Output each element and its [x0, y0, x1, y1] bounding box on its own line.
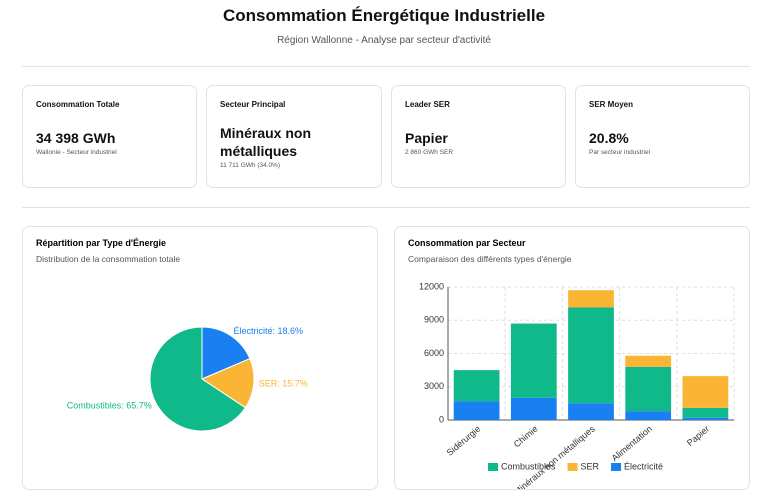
bar [682, 407, 729, 418]
card-note: 11 711 GWh (34.0%) [220, 162, 281, 169]
bar [568, 403, 614, 420]
bar [568, 290, 614, 308]
bar [510, 397, 557, 420]
legend-label: SER [581, 461, 600, 471]
pie-slice [149, 326, 247, 432]
slice-label: SER: 15.7% [259, 379, 308, 389]
card-note: 2 860 GWh SER [405, 149, 454, 156]
x-tick-label: Alimentation [610, 424, 654, 463]
card-label: SER Moyen [589, 100, 634, 109]
y-tick-label: 0 [439, 414, 444, 424]
kpi-card: Consommation Totale 34 398 GWh Wallonie … [22, 85, 197, 188]
chart: Répartition par Type d'Énergie Distribut… [36, 238, 308, 432]
y-tick-label: 9000 [424, 315, 444, 325]
kpi-card: SER Moyen 20.8% Par secteur industriel [575, 85, 750, 188]
page-title: Consommation Énergétique Industrielle [222, 6, 546, 25]
pie-slice [200, 357, 255, 409]
legend-swatch [488, 463, 498, 471]
legend-swatch [567, 463, 578, 471]
x-tick-label: Papier [685, 424, 711, 448]
chart-title: Consommation par Secteur [408, 238, 526, 248]
chart-title: Répartition par Type d'Énergie [36, 238, 166, 248]
bar [682, 376, 729, 408]
y-tick-label: 6000 [424, 348, 444, 358]
x-tick-label: Chimie [512, 424, 540, 450]
card-value: Papier [405, 130, 448, 146]
divider [22, 66, 750, 67]
card-label: Consommation Totale [36, 100, 120, 109]
bar [682, 417, 729, 420]
x-tick-label: Sidérurgie [445, 424, 483, 458]
legend-label: Combustibles [501, 461, 556, 471]
bar [625, 366, 672, 412]
y-tick-label: 12000 [419, 281, 444, 291]
bar [453, 370, 500, 402]
chart-subtitle: Comparaison des différents types d'énerg… [408, 254, 572, 264]
bar [625, 411, 672, 420]
card-note: Par secteur industriel [589, 149, 651, 156]
chart-panel: Consommation par Secteur Comparaison des… [394, 226, 750, 497]
chart-subtitle: Distribution de la consommation totale [36, 254, 180, 264]
chart: Consommation par Secteur Comparaison des… [408, 238, 735, 497]
card-value: 34 398 GWh [36, 130, 116, 146]
card-value: Minéraux non métalliques [220, 125, 312, 159]
legend-swatch [611, 463, 622, 471]
slice-label: Combustibles: 65.7% [67, 400, 152, 410]
kpi-card: Secteur Principal Minéraux non métalliqu… [206, 85, 382, 188]
pie-slice [201, 326, 251, 380]
bar [453, 401, 500, 420]
page-subtitle: Région Wallonne - Analyse par secteur d'… [277, 35, 491, 46]
bar [568, 307, 614, 404]
bar [625, 355, 672, 367]
card-label: Secteur Principal [220, 100, 286, 109]
kpi-card: Leader SER Papier 2 860 GWh SER [391, 85, 566, 188]
y-tick-label: 3000 [424, 381, 444, 391]
card-value: 20.8% [589, 130, 629, 146]
chart-panel: Répartition par Type d'Énergie Distribut… [22, 226, 378, 490]
slice-label: Électricité: 18.6% [233, 326, 303, 336]
card-label: Leader SER [405, 100, 450, 109]
divider [22, 207, 750, 208]
legend-label: Électricité [624, 461, 663, 471]
bar [510, 323, 557, 398]
card-note: Wallonie - Secteur industriel [36, 149, 117, 156]
